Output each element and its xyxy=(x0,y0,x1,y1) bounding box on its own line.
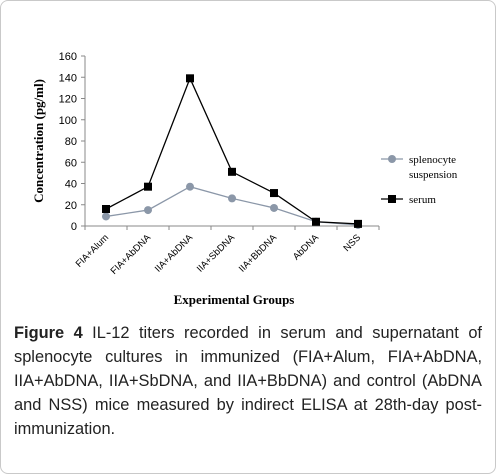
data-point xyxy=(228,167,236,176)
legend: splenocyte suspension serum xyxy=(381,154,458,206)
y-axis-ticks: 0 20 40 60 80 100 120 140 160 xyxy=(59,51,85,233)
legend-marker xyxy=(388,155,396,163)
y-tick-label: 80 xyxy=(65,136,77,148)
legend-entry: splenocyte suspension xyxy=(381,154,458,181)
y-tick-label: 140 xyxy=(59,72,77,84)
y-tick-label: 20 xyxy=(65,200,77,212)
caption-text: IL-12 titers recorded in serum and super… xyxy=(14,324,482,438)
series-layer xyxy=(102,74,362,229)
x-tick-label: FIA+AbDNA xyxy=(109,232,154,277)
legend-label: splenocyte xyxy=(409,154,456,166)
legend-entry: serum xyxy=(381,194,436,206)
legend-label: serum xyxy=(409,194,436,206)
x-axis-label: Experimental Groups xyxy=(174,292,295,307)
figure-label: Figure 4 xyxy=(14,324,83,342)
x-tick-label: IIA+BbDNA xyxy=(237,232,280,275)
data-point xyxy=(186,182,194,191)
data-point xyxy=(312,217,320,226)
data-point xyxy=(186,74,194,83)
data-point xyxy=(144,206,152,215)
y-axis-label: Concentration (pg/ml) xyxy=(31,79,46,203)
series-line xyxy=(105,185,359,226)
data-point xyxy=(228,194,236,203)
legend-marker xyxy=(388,195,396,203)
data-point xyxy=(270,189,278,198)
data-point xyxy=(102,205,110,213)
data-point xyxy=(270,203,278,212)
y-tick-label: 0 xyxy=(71,221,77,233)
legend-label: suspension xyxy=(409,169,458,181)
data-point xyxy=(102,212,110,221)
x-tick-label: AbDNA xyxy=(291,232,322,263)
series-2 xyxy=(102,74,362,228)
x-tick-label: FIA+Alum xyxy=(74,232,112,270)
figure-caption: Figure 4 IL-12 titers recorded in serum … xyxy=(14,321,482,441)
x-tick-label: IIA+AbDNA xyxy=(153,232,196,275)
x-tick-label: IIA+SbDNA xyxy=(195,232,238,275)
y-tick-label: 160 xyxy=(59,51,77,63)
data-point xyxy=(144,182,152,191)
data-point xyxy=(354,219,362,228)
y-tick-label: 100 xyxy=(59,115,77,127)
y-tick-label: 60 xyxy=(65,157,77,169)
y-tick-label: 40 xyxy=(65,179,77,191)
x-tick-label: NSS xyxy=(342,232,364,254)
y-tick-label: 120 xyxy=(59,94,77,106)
